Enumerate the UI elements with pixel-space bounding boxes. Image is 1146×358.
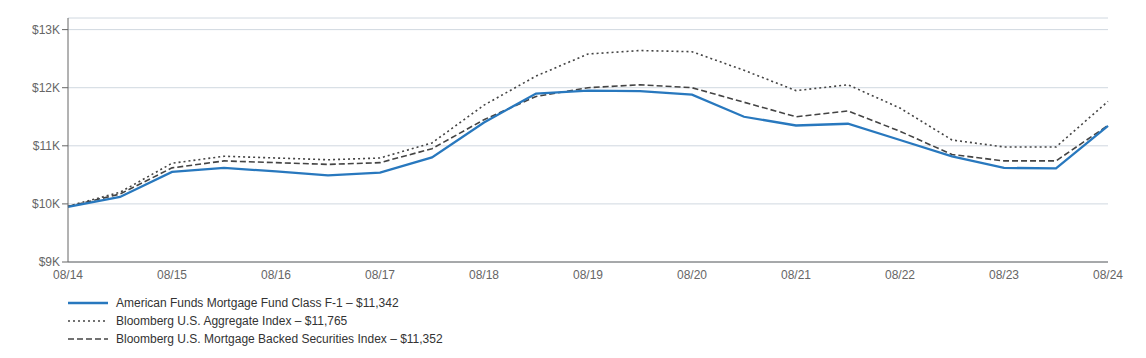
svg-text:08/23: 08/23	[989, 268, 1019, 282]
html-text:Bloomberg U.S. Mortgage Backed: Bloomberg U.S. Mortgage Backed Securitie…	[116, 332, 443, 346]
html-text:Bloomberg U.S. Aggregate Index: Bloomberg U.S. Aggregate Index – $11,765	[116, 314, 348, 328]
svg-text:$12K: $12K	[32, 81, 60, 95]
svg-text:$9K: $9K	[39, 255, 60, 269]
svg-text:$13K: $13K	[32, 23, 60, 37]
svg-text:08/16: 08/16	[261, 268, 291, 282]
svg-text:08/18: 08/18	[469, 268, 499, 282]
html-text:American Funds Mortgage Fund C: American Funds Mortgage Fund Class F-1 –…	[116, 296, 399, 310]
svg-text:$11K: $11K	[33, 139, 60, 153]
svg-text:08/15: 08/15	[157, 268, 187, 282]
svg-text:08/22: 08/22	[885, 268, 915, 282]
svg-text:08/20: 08/20	[677, 268, 707, 282]
svg-text:$10K: $10K	[32, 197, 60, 211]
svg-text:08/14: 08/14	[53, 268, 83, 282]
svg-text:08/24: 08/24	[1093, 268, 1123, 282]
svg-text:08/19: 08/19	[573, 268, 603, 282]
svg-text:08/17: 08/17	[365, 268, 395, 282]
svg-text:08/21: 08/21	[781, 268, 811, 282]
